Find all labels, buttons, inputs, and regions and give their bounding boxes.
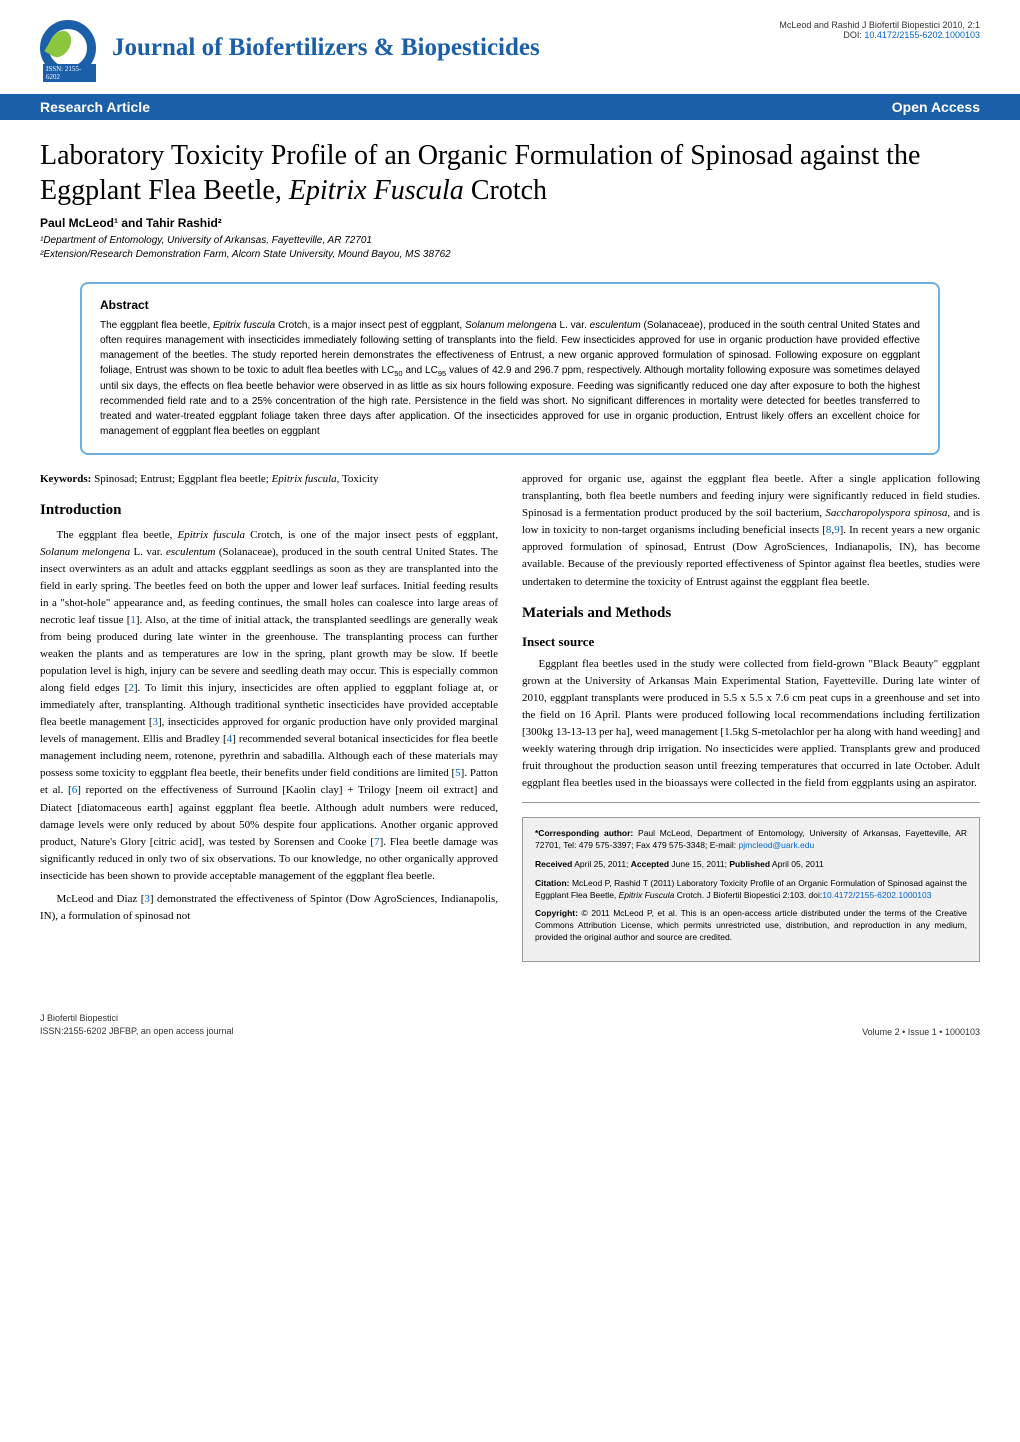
bar-left: Research Article [40,99,150,115]
copyright-info: Copyright: © 2011 McLeod P, et al. This … [535,908,967,944]
abstract-heading: Abstract [100,298,920,312]
intro-p2: McLeod and Diaz [3] demonstrated the eff… [40,891,498,925]
corresponding-author: *Corresponding author: Paul McLeod, Depa… [535,828,967,852]
column-left: Keywords: Spinosad; Entrust; Eggplant fl… [40,471,498,962]
intro-p3: approved for organic use, against the eg… [522,471,980,590]
page-footer: J Biofertil Biopestici ISSN:2155-6202 JB… [0,982,1020,1055]
intro-p1: The eggplant flea beetle, Epitrix fuscul… [40,527,498,885]
footer-left: J Biofertil Biopestici ISSN:2155-6202 JB… [40,1012,233,1037]
section-bar: Research Article Open Access [0,94,1020,120]
abstract-text: The eggplant flea beetle, Epitrix fuscul… [100,318,920,439]
insect-source-heading: Insect source [522,634,980,650]
footer-issn-line: ISSN:2155-6202 JBFBP, an open access jou… [40,1025,233,1038]
journal-title: Journal of Biofertilizers & Biopesticide… [112,34,540,62]
infobox-divider [522,802,980,803]
abstract-box: Abstract The eggplant flea beetle, Epitr… [80,282,940,455]
header-citation: McLeod and Rashid J Biofertil Biopestici… [779,20,980,30]
affiliation-1: ¹Department of Entomology, University of… [40,234,980,248]
article-info-box: *Corresponding author: Paul McLeod, Depa… [522,817,980,962]
two-column-body: Keywords: Spinosad; Entrust; Eggplant fl… [0,471,1020,982]
column-right: approved for organic use, against the eg… [522,471,980,962]
footer-right: Volume 2 • Issue 1 • 1000103 [862,1027,980,1037]
doi-link[interactable]: 10.4172/2155-6202.1000103 [864,30,980,40]
article-dates: Received April 25, 2011; Accepted June 1… [535,859,967,871]
bar-right: Open Access [892,99,980,115]
keywords-text: Spinosad; Entrust; Eggplant flea beetle;… [91,473,378,485]
authors: Paul McLeod¹ and Tahir Rashid² [0,214,1020,232]
affiliation-2: ²Extension/Research Demonstration Farm, … [40,248,980,262]
header-meta: McLeod and Rashid J Biofertil Biopestici… [779,20,980,40]
issn-label: ISSN: 2155-6202 [43,64,96,82]
logo-and-title: ISSN: 2155-6202 Journal of Biofertilizer… [40,20,779,76]
materials-methods-heading: Materials and Methods [522,605,980,622]
header-doi: DOI: 10.4172/2155-6202.1000103 [779,30,980,40]
insect-source-p1: Eggplant flea beetles used in the study … [522,656,980,792]
affiliations: ¹Department of Entomology, University of… [0,232,1020,274]
keywords-line: Keywords: Spinosad; Entrust; Eggplant fl… [40,471,498,488]
introduction-heading: Introduction [40,502,498,519]
article-title: Laboratory Toxicity Profile of an Organi… [0,120,1020,214]
citation-info: Citation: McLeod P, Rashid T (2011) Labo… [535,878,967,902]
page-header: ISSN: 2155-6202 Journal of Biofertilizer… [0,0,1020,76]
journal-logo: ISSN: 2155-6202 [40,20,96,76]
keywords-label: Keywords: [40,473,91,485]
footer-journal-abbr: J Biofertil Biopestici [40,1012,233,1025]
